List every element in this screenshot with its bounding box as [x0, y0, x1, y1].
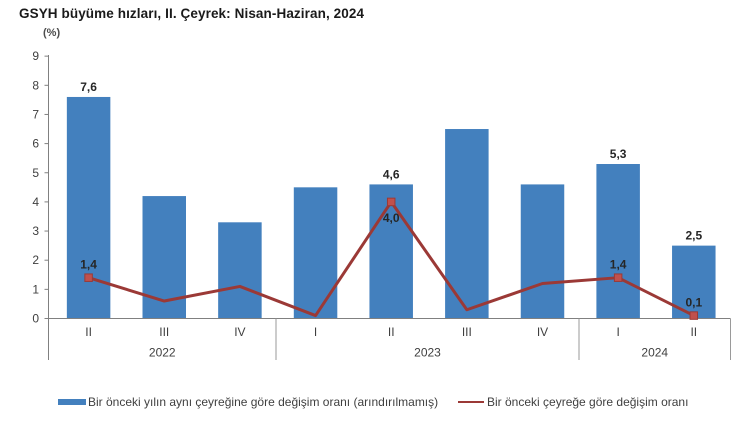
y-tick-label: 2	[32, 253, 39, 267]
line-marker	[613, 273, 623, 282]
bar	[369, 184, 413, 319]
line-value-label: 1,4	[610, 258, 627, 272]
x-category-label: I	[616, 325, 619, 339]
y-axis-unit-label: (%)	[43, 27, 61, 39]
line-value-label: 4,0	[383, 211, 400, 225]
legend-bar-swatch	[58, 399, 86, 405]
bar	[596, 164, 640, 319]
line-value-label: 0,1	[685, 296, 702, 310]
bar-value-label: 5,3	[610, 147, 627, 161]
y-tick-label: 1	[32, 282, 39, 296]
y-tick-label: 4	[32, 195, 39, 209]
line-marker	[386, 197, 396, 207]
x-category-label: III	[159, 325, 169, 339]
y-tick-label: 9	[32, 49, 39, 63]
bar-value-label: 7,6	[80, 80, 97, 94]
bar	[218, 222, 262, 319]
x-year-label: 2022	[149, 346, 176, 360]
x-category-label: II	[690, 325, 697, 339]
line-marker	[84, 273, 93, 282]
x-category-label: I	[314, 325, 317, 339]
bar	[672, 245, 716, 319]
y-tick-label: 6	[32, 137, 39, 151]
x-category-label: IV	[537, 325, 548, 339]
chart-title: GSYH büyüme hızları, II. Çeyrek: Nisan-H…	[19, 6, 365, 21]
legend-line-series-label: Bir önceki çeyreğe göre değişim oranı	[487, 395, 689, 409]
y-tick-label: 8	[32, 78, 39, 92]
x-category-label: IV	[234, 325, 245, 339]
legend-line-swatch	[458, 400, 484, 403]
bar	[520, 184, 565, 319]
bar	[293, 187, 338, 319]
line-marker	[689, 311, 699, 320]
x-year-label: 2023	[414, 346, 441, 360]
bar-value-label: 2,5	[685, 229, 702, 243]
y-tick-label: 5	[32, 166, 39, 180]
x-category-label: II	[388, 325, 395, 339]
x-category-label: II	[85, 325, 92, 339]
line-value-label: 1,4	[80, 258, 97, 272]
bar-value-label: 4,6	[383, 167, 400, 181]
x-category-label: III	[462, 325, 472, 339]
y-tick-label: 0	[32, 312, 39, 326]
x-year-label: 2024	[641, 346, 668, 360]
legend-bar-series-label: Bir önceki yılın aynı çeyreğine göre değ…	[88, 395, 439, 409]
y-tick-label: 3	[32, 224, 39, 238]
y-tick-label: 7	[32, 107, 39, 121]
bar	[66, 96, 111, 319]
